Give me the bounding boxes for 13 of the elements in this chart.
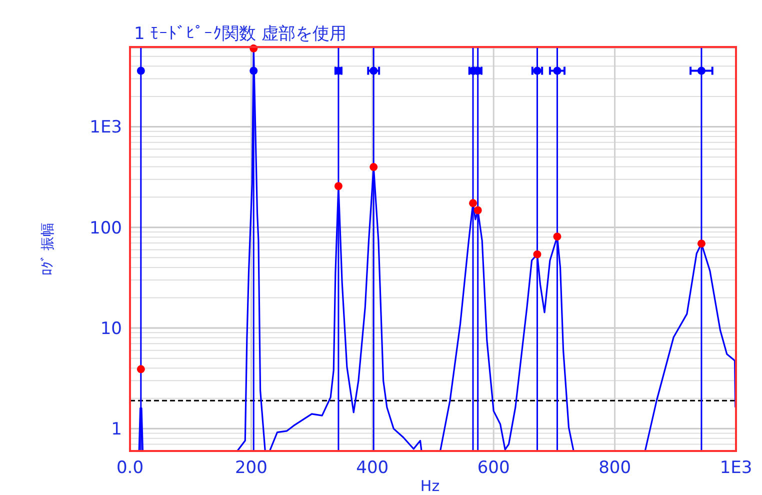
x-tick-label: 200 [234, 458, 268, 478]
x-tick-label: 1E3 [720, 458, 752, 478]
y-tick-label: 1 [111, 420, 122, 440]
y-tick-label: 1E3 [90, 118, 122, 138]
x-tick-label: 600 [477, 458, 510, 478]
y-axis-title: ﾛｸﾞ 振幅 [40, 222, 56, 276]
y-tick-label: 10 [100, 319, 122, 340]
x-tick-label: 0.0 [116, 458, 144, 478]
x-axis-title: Hz [420, 477, 440, 495]
x-tick-label: 800 [598, 458, 632, 478]
y-tick-label: 100 [90, 218, 122, 238]
x-tick-label: 400 [356, 458, 389, 478]
chart-title: 1 ﾓｰﾄﾞﾋﾟｰｸ関数 虚部を使用 [134, 24, 347, 44]
